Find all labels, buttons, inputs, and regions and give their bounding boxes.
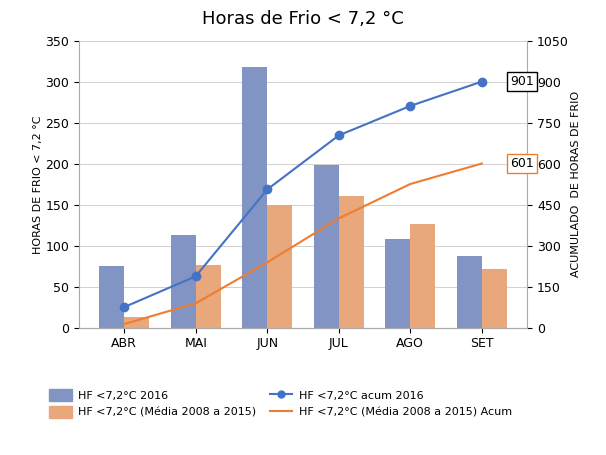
- Bar: [171, 235, 196, 328]
- Legend: HF <7,2°C 2016, HF <7,2°C (Média 2008 a 2015), HF <7,2°C acum 2016, HF <7,2°C (M: HF <7,2°C 2016, HF <7,2°C (Média 2008 a …: [45, 385, 516, 422]
- Bar: [99, 266, 124, 328]
- Y-axis label: HORAS DE FRIO < 7,2 °C: HORAS DE FRIO < 7,2 °C: [33, 115, 43, 253]
- Bar: [267, 205, 292, 328]
- Y-axis label: ACUMULADO  DE HORAS DE FRIO: ACUMULADO DE HORAS DE FRIO: [571, 91, 581, 278]
- Text: 901: 901: [510, 75, 534, 88]
- Bar: [339, 196, 364, 328]
- Bar: [196, 265, 221, 328]
- Bar: [385, 239, 410, 328]
- Text: 601: 601: [510, 157, 534, 170]
- Bar: [124, 317, 149, 328]
- Bar: [314, 166, 339, 328]
- Title: Horas de Frio < 7,2 °C: Horas de Frio < 7,2 °C: [202, 10, 404, 28]
- Bar: [410, 224, 435, 328]
- Bar: [457, 256, 482, 328]
- Bar: [242, 67, 267, 328]
- Bar: [482, 268, 507, 328]
